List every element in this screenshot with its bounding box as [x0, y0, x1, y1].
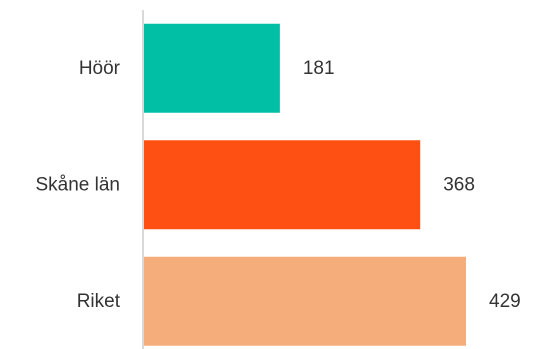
bar-skåne-län [144, 140, 421, 230]
bars-group [144, 23, 466, 346]
category-label-höör: Höör [79, 58, 121, 79]
bar-riket [144, 256, 466, 346]
value-label-höör: 181 [303, 58, 335, 79]
bar-höör [144, 23, 280, 113]
value-labels: 181 368 429 [303, 58, 521, 312]
value-label-riket: 429 [489, 291, 521, 312]
category-labels: Höör Skåne län Riket [35, 58, 120, 312]
category-label-riket: Riket [77, 291, 121, 312]
category-label-skåne-län: Skåne län [35, 174, 120, 195]
value-label-skåne-län: 368 [443, 174, 475, 195]
